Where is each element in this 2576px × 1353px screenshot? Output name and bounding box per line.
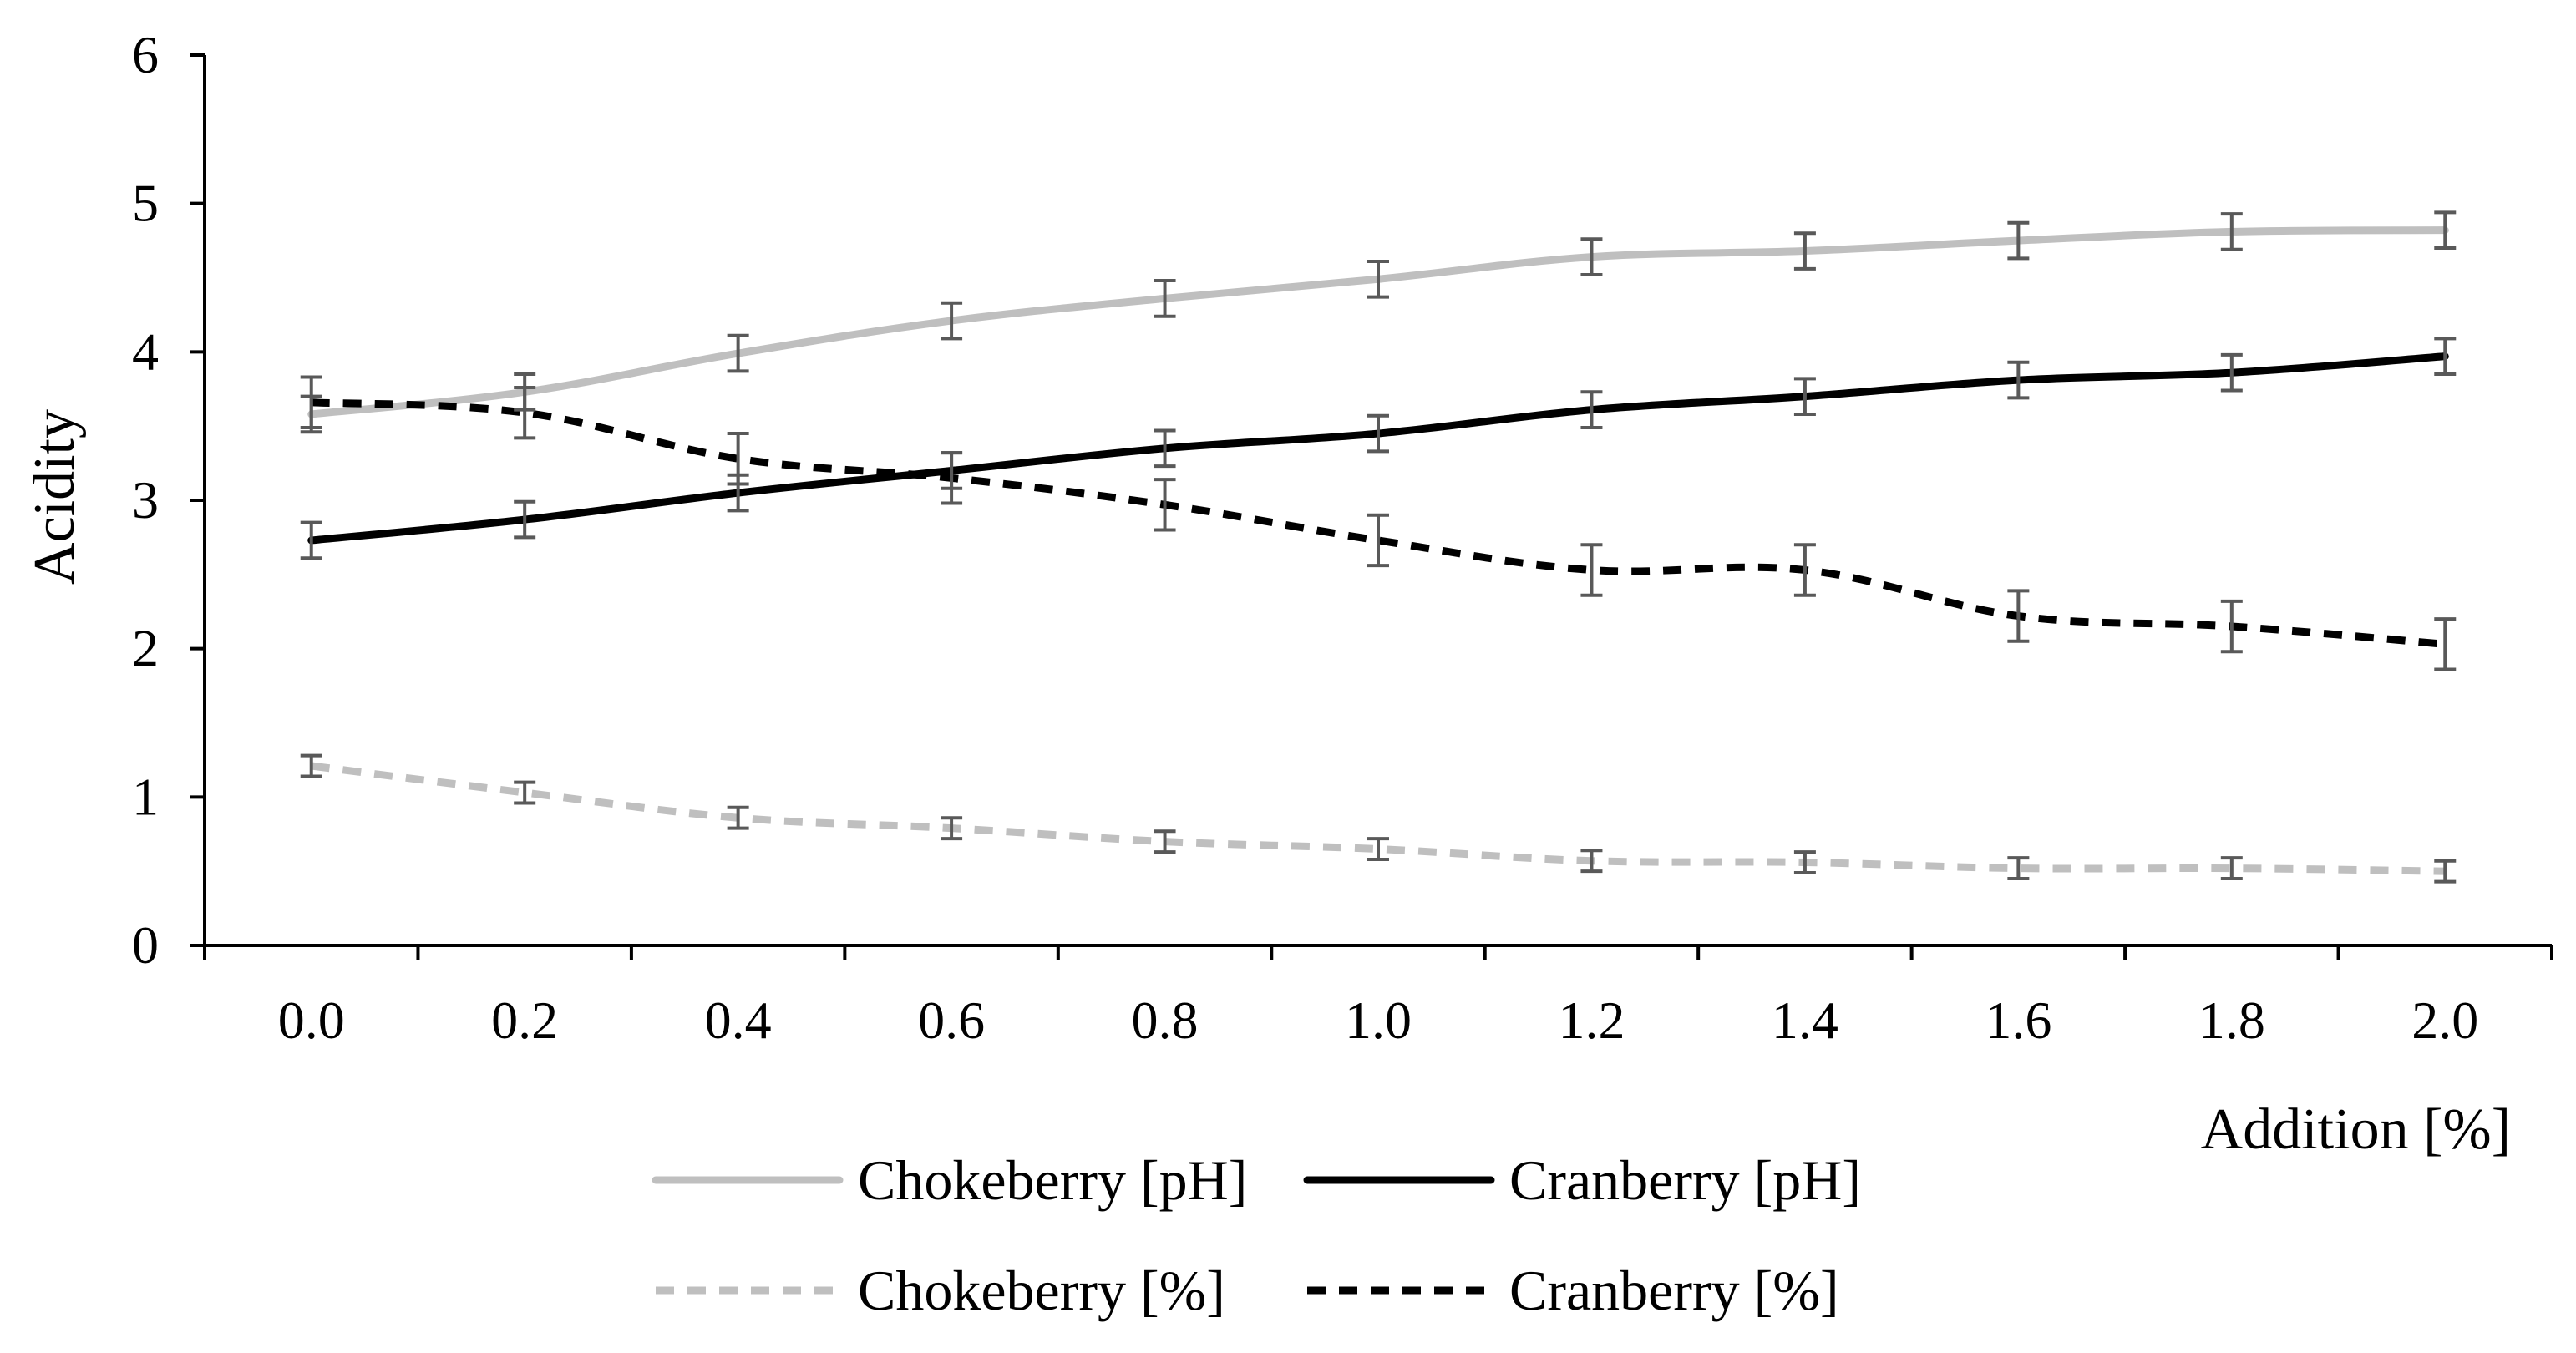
y-tick-label: 4 [132, 322, 159, 381]
legend-label: Chokeberry [%] [858, 1259, 1225, 1322]
legend: Chokeberry [pH] Cranberry [pH] Chokeberry … [652, 1148, 1861, 1322]
x-tick-label: 2.0 [2411, 991, 2478, 1050]
y-tick-label: 3 [132, 470, 159, 530]
x-axis-title: Addition [%] [2201, 1097, 2511, 1162]
y-tick-label: 1 [132, 767, 159, 826]
y-tick-label: 5 [132, 174, 159, 233]
series-line-chokeberry-ph [307, 226, 2449, 418]
x-tick-label: 1.4 [1772, 991, 1838, 1050]
y-tick-label: 2 [132, 619, 159, 678]
y-tick-label: 0 [132, 915, 159, 975]
x-tick-label: 0.4 [705, 991, 772, 1050]
y-axis-title: Acidity [23, 409, 87, 585]
legend-label: Cranberry [%] [1509, 1259, 1839, 1322]
x-tick-label: 1.6 [1985, 991, 2051, 1050]
legend-label: Cranberry [pH] [1509, 1148, 1861, 1212]
series-line-cranberry [311, 398, 2446, 648]
x-tick-label: 0.0 [278, 991, 345, 1050]
x-tick-label: 0.6 [918, 991, 985, 1050]
x-tick-label: 1.0 [1345, 991, 1412, 1050]
legend-label: Chokeberry [pH] [858, 1148, 1247, 1212]
x-tick-label: 1.8 [2198, 991, 2265, 1050]
axes: 0 1 2 3 4 5 6 0.0 0.2 0.4 0.6 0.8 1.0 1.2 1.4 1.6 1.8 2.0 [132, 25, 2553, 1050]
y-tick-label: 6 [132, 25, 159, 84]
x-tick-label: 1.2 [1558, 991, 1625, 1050]
errorbar-layer [300, 210, 2457, 884]
x-tick-label: 0.2 [491, 991, 558, 1050]
x-tick-label: 0.8 [1132, 991, 1199, 1050]
